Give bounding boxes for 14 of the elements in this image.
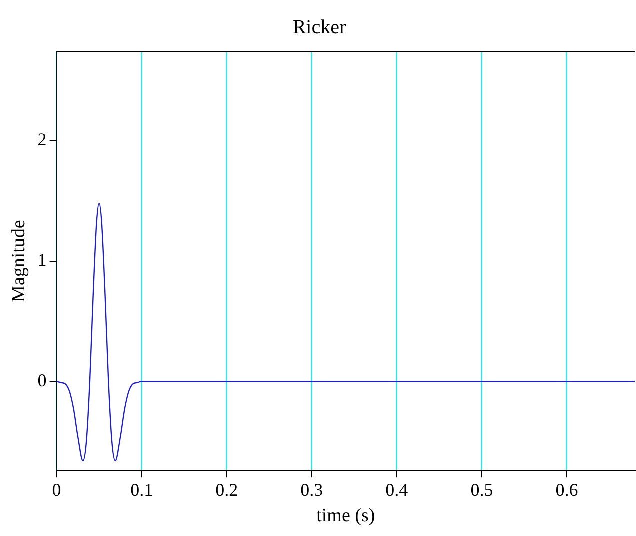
y-tick-label: 1 — [38, 250, 47, 270]
x-tick-label: 0.3 — [300, 480, 324, 500]
x-axis-title: time (s) — [316, 506, 376, 527]
y-tick-label: 0 — [38, 370, 47, 390]
x-tick-label: 0 — [52, 480, 62, 500]
x-tick-label: 0.5 — [470, 480, 494, 500]
chart-title: Ricker — [292, 16, 346, 38]
y-tick-label: 2 — [38, 130, 47, 150]
x-tick-label: 0.1 — [130, 480, 154, 500]
x-tick-label: 0.4 — [386, 480, 408, 500]
line-series — [56, 202, 635, 462]
x-tick-label: 0.6 — [556, 480, 578, 500]
y-axis-title: Magnitude — [8, 220, 30, 302]
x-tick-label: 0.2 — [216, 480, 238, 500]
